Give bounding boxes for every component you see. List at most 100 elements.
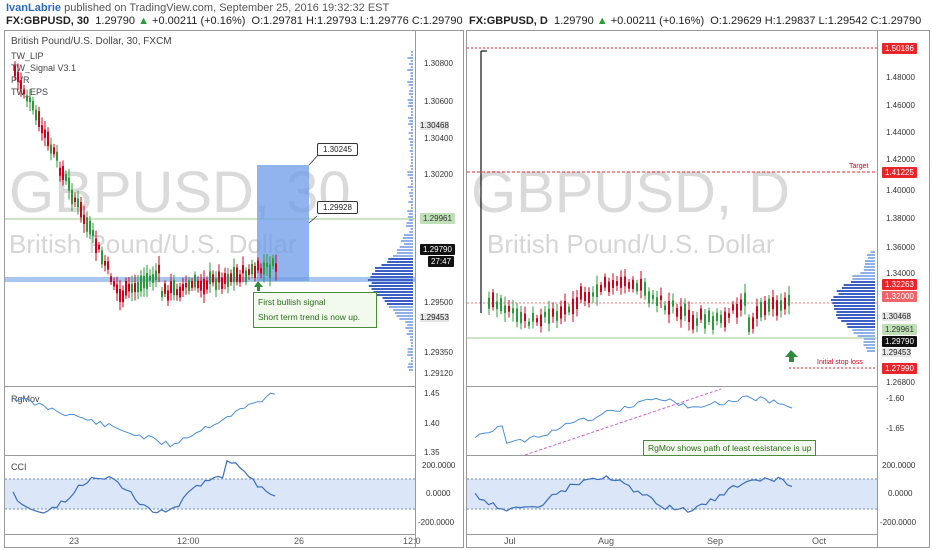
- volume-bar: [411, 168, 413, 170]
- candle-body: [68, 177, 70, 191]
- header-bar: IvanLabrie published on TradingView.com,…: [0, 0, 932, 30]
- volume-bar: [408, 93, 413, 95]
- volume-bar: [384, 300, 413, 302]
- callout-mid: 1.29928: [317, 201, 358, 214]
- volume-bar: [405, 327, 413, 329]
- candle-body: [652, 294, 654, 300]
- volume-bar: [408, 213, 413, 215]
- candle-body: [532, 313, 534, 322]
- volume-bar: [864, 263, 875, 265]
- stop-label: Initial stop loss: [817, 359, 863, 366]
- volume-bar: [410, 156, 413, 158]
- candle-body: [194, 274, 196, 288]
- right-cci-pane[interactable]: [467, 456, 877, 535]
- candle-body: [41, 125, 43, 134]
- left-cci-pane[interactable]: CCI: [5, 456, 415, 535]
- volume-bar: [407, 324, 413, 326]
- price-tag: 1.29961: [882, 324, 917, 335]
- candle-body: [107, 261, 109, 270]
- candle-body: [95, 238, 97, 253]
- cci-band: [467, 479, 877, 509]
- candle-body: [696, 318, 698, 326]
- volume-bar: [407, 351, 413, 353]
- candle-body: [728, 313, 730, 318]
- candle-body: [245, 270, 247, 282]
- indicator-item[interactable]: TW_Signal V3.1: [11, 63, 77, 73]
- volume-bar: [408, 330, 413, 332]
- candle-body: [254, 265, 256, 278]
- candle-body: [596, 284, 598, 297]
- candle-body: [680, 306, 682, 320]
- candle-body: [248, 269, 250, 275]
- right-watermark: GBPUSD, D: [471, 160, 791, 225]
- trend-line: [524, 388, 722, 456]
- volume-bar: [408, 84, 413, 86]
- indicator-item[interactable]: PVR: [11, 75, 30, 85]
- bull-signal-arrow-icon: [785, 350, 798, 362]
- volume-bar: [407, 81, 413, 83]
- candle-body: [496, 301, 498, 310]
- volume-bar: [865, 347, 875, 349]
- volume-bar: [411, 189, 413, 191]
- volume-bar: [410, 228, 413, 230]
- right-main-pane[interactable]: GBPUSD, D British Pound/U.S. Dollar Targ…: [467, 31, 877, 387]
- left-price-scale[interactable]: 1.30800 1.30600 1.30468 1.30400 1.30200 …: [415, 31, 463, 547]
- candle-body: [206, 280, 208, 290]
- volume-bar: [407, 105, 413, 107]
- price-tick: 1.30400: [424, 134, 453, 143]
- volume-bar: [852, 275, 875, 277]
- volume-bar: [410, 339, 413, 341]
- candle-body: [275, 263, 277, 272]
- volume-bar: [411, 183, 413, 185]
- price-tick: 1.38000: [886, 214, 915, 223]
- left-volume-profile: [367, 51, 413, 371]
- volume-bar: [411, 345, 413, 347]
- volume-bar: [411, 114, 413, 116]
- left-candles: [14, 61, 277, 311]
- candle-body: [508, 305, 510, 312]
- cci-line: [12, 459, 276, 514]
- right-rgmov-pane[interactable]: RgMov shows path of least resistance is …: [467, 387, 877, 456]
- projection-box[interactable]: [257, 165, 309, 281]
- candle-body: [167, 290, 169, 301]
- price-tag: 1.50186: [882, 43, 917, 54]
- candle-body: [712, 316, 714, 330]
- candle-body: [708, 310, 710, 322]
- candle-body: [215, 278, 217, 290]
- author-link[interactable]: IvanLabrie: [6, 2, 62, 14]
- volume-bar: [375, 267, 413, 269]
- price-tag: 1.30468: [420, 121, 449, 130]
- price-tick: 1.30800: [424, 59, 453, 68]
- candle-body: [540, 314, 542, 327]
- volume-bar: [410, 72, 413, 74]
- candle-body: [528, 321, 530, 326]
- rgmov-tick: 1.35: [424, 448, 440, 457]
- cci-tick: 0.0000: [888, 489, 913, 498]
- right-chart-panel[interactable]: GBPUSD, D British Pound/U.S. Dollar Targ…: [466, 30, 930, 548]
- right-open: O:1.29629: [710, 15, 762, 27]
- rgmov-tick: 1.45: [424, 389, 440, 398]
- left-chart-panel[interactable]: GBPUSD, 30 British Pound/U.S. Dollar Bri…: [4, 30, 464, 548]
- right-price-scale[interactable]: 1.50186 1.48000 1.46000 1.44000 1.42000 …: [877, 31, 929, 547]
- volume-bar: [402, 237, 413, 239]
- left-main-pane[interactable]: GBPUSD, 30 British Pound/U.S. Dollar Bri…: [5, 31, 415, 387]
- indicator-item[interactable]: TW_LIP: [11, 51, 44, 61]
- candle-body: [588, 291, 590, 303]
- volume-bar: [374, 294, 413, 296]
- volume-bar: [411, 153, 413, 155]
- price-tag: 1.27990: [882, 363, 917, 374]
- candle-body: [752, 317, 754, 329]
- left-rgmov-pane[interactable]: RgMov: [5, 387, 415, 456]
- volume-bar: [847, 326, 875, 328]
- candle-body: [257, 260, 259, 271]
- price-tick: 1.29120: [424, 369, 453, 378]
- candle-body: [113, 281, 115, 287]
- volume-bar: [841, 320, 875, 322]
- candle-body: [191, 281, 193, 288]
- cci-tick: -200.0000: [418, 518, 455, 527]
- candle-body: [20, 80, 22, 90]
- volume-bar: [411, 96, 413, 98]
- volume-bar: [408, 219, 413, 221]
- volume-bar: [408, 369, 413, 371]
- candle-body: [53, 147, 55, 155]
